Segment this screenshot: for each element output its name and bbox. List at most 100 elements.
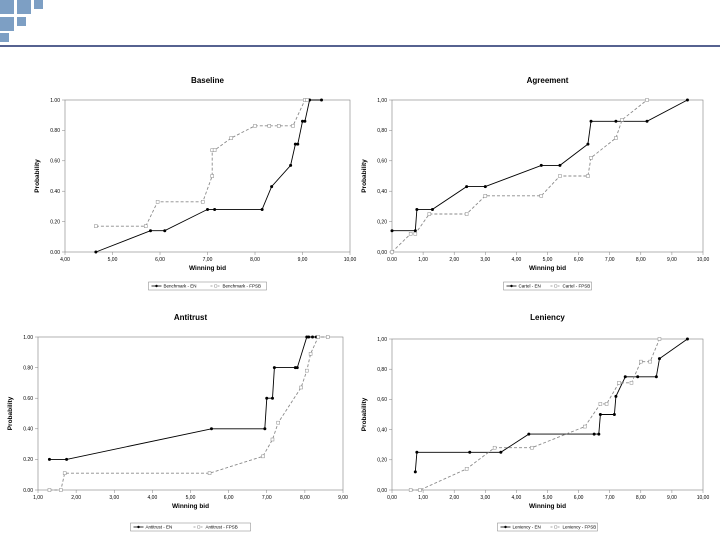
data-point-en [307,335,311,339]
x-tick-label: 4,00 [512,495,522,501]
y-axis-label: Probability [361,159,368,193]
x-tick-label: 4,00 [148,495,158,501]
data-point-en [94,250,98,254]
data-point-fpsb [492,445,497,450]
data-point-fpsb [59,488,63,492]
data-point-en [296,142,300,146]
data-point-fpsb [413,232,418,236]
data-point-en [311,335,314,339]
data-point-en [293,142,297,146]
x-tick-label: 2,00 [71,495,81,501]
x-tick-label: 6,00 [574,495,584,501]
y-tick-label: 0.60 [50,159,60,165]
y-tick-label: 0,20 [377,458,387,464]
data-point-fpsb [539,194,544,198]
data-point-fpsb [648,359,652,364]
deco-square [0,0,14,14]
y-tick-label: 0,40 [377,189,387,195]
x-tick-label: 4,00 [512,257,522,263]
x-axis-label: Winning bid [529,503,566,510]
data-point-en [270,396,274,400]
data-point-en [483,185,487,189]
chart-title: Agreement [527,76,569,85]
x-tick-label: 7,00 [605,495,615,501]
x-tick-label: 9,00 [667,495,677,501]
data-point-fpsb [305,98,309,102]
series-line-fpsb [95,99,308,227]
legend-label: Leniency - FPSB [563,525,597,530]
legend-marker-fpsb [554,525,558,529]
data-point-fpsb [326,335,330,339]
y-tick-label: 0,40 [377,427,387,433]
series-line-en [392,99,688,232]
data-point-en [213,207,217,211]
x-tick-label: 3,00 [480,257,490,263]
legend-box [497,522,598,532]
x-tick-label: 5,00 [186,495,196,501]
x-tick-label: 6,00 [155,257,165,263]
x-tick-label: 5,00 [543,495,553,501]
legend-box [148,281,267,291]
x-tick-label: 0,00 [387,495,397,501]
data-point-en [260,207,264,211]
legend-marker-en [137,525,140,529]
x-tick-label: 4,00 [60,257,70,263]
x-tick-label: 5,00 [543,257,553,263]
y-tick-label: 1,00 [377,337,387,343]
legend-marker-fpsb [197,525,201,529]
x-tick-label: 7,00 [203,257,213,263]
data-point-fpsb [408,488,413,492]
data-point-en [592,432,596,436]
y-axis-label: Probability [7,396,14,430]
x-tick-label: 3,00 [480,495,490,501]
data-point-en [413,229,417,233]
data-point-en [614,394,618,398]
data-point-fpsb [598,402,603,406]
legend-marker-en [504,525,507,529]
data-point-en [415,450,419,454]
data-point-en [645,119,649,123]
data-point-fpsb [308,352,313,356]
x-tick-label: 1,00 [418,257,428,263]
data-point-fpsb [155,200,160,204]
y-tick-label: 0,00 [377,488,387,494]
legend-label: Antitrust - EN [146,525,173,530]
y-tick-label: 0.00 [50,250,60,256]
plot-frame [37,336,344,491]
slide-decoration [0,0,720,47]
data-point-en [614,119,618,123]
data-point-fpsb [210,174,214,178]
plot-frame [391,338,704,491]
x-tick-label: 9,00 [338,495,348,501]
y-tick-label: 0.40 [50,189,60,195]
data-point-en [47,457,51,461]
data-point-fpsb [305,368,309,373]
data-point-fpsb [464,212,469,216]
chart-title: Leniency [530,313,565,322]
y-tick-label: 0,00 [377,250,387,256]
data-point-fpsb [589,156,593,160]
data-point-fpsb [639,359,643,364]
data-point-fpsb [620,118,624,122]
y-tick-label: 0,20 [377,219,387,225]
legend-marker-en [510,284,513,288]
x-tick-label: 8,00 [636,495,646,501]
y-tick-label: 0.00 [23,488,33,494]
data-point-en [149,229,152,233]
data-point-fpsb [464,467,469,471]
data-point-en [272,366,276,370]
legend-box [130,522,251,532]
series-line-fpsb [49,336,328,491]
data-point-fpsb [291,124,295,128]
chart-title: Baseline [191,76,224,85]
data-point-fpsb [212,148,217,152]
legend-label: Benchmark - EN [164,284,197,289]
data-point-fpsb [144,224,148,228]
y-tick-label: 1,00 [377,98,387,104]
data-point-en [597,432,601,436]
data-point-en [413,470,417,474]
data-point-fpsb [614,136,618,140]
legend-label: Cartel - EN [519,284,541,289]
data-point-fpsb [229,136,233,140]
x-tick-label: 8,00 [250,257,260,263]
